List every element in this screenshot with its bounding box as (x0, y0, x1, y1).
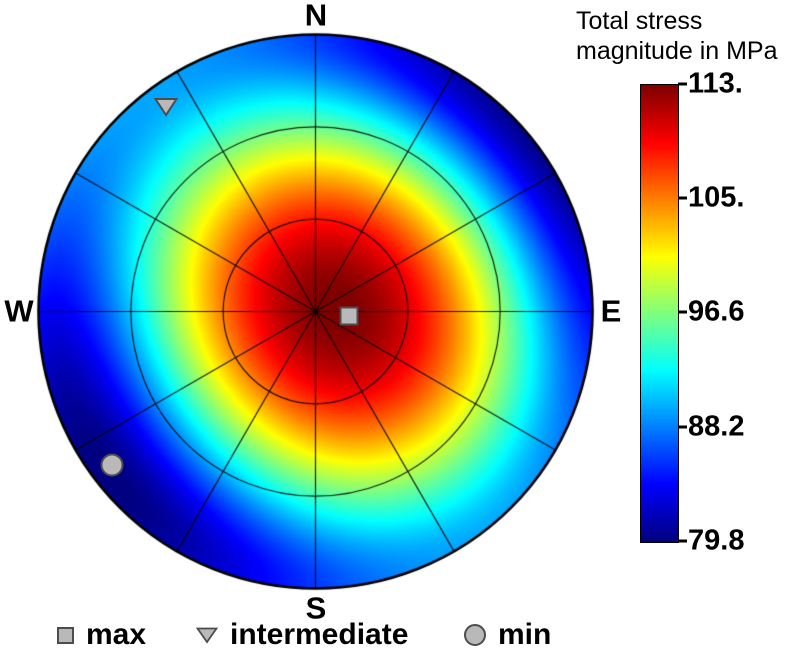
colorbar-tick (678, 82, 687, 86)
legend-item-max: max (57, 617, 146, 653)
square-marker-icon (57, 626, 74, 644)
legend-intermediate-label: intermediate (230, 618, 409, 651)
compass-west-label: W (4, 293, 34, 329)
circle-marker-icon (464, 624, 486, 646)
colorbar-tick-label: 79.8 (688, 524, 745, 557)
colorbar-title-line1: Total stress (576, 7, 703, 35)
legend-max-label: max (86, 618, 147, 651)
colorbar-tick-label: 88.2 (688, 410, 745, 443)
min-stress-marker (100, 453, 124, 477)
compass-north-label: N (304, 0, 328, 33)
colorbar-title-line2: magnitude in MPa (576, 37, 778, 65)
colorbar-tick (678, 539, 687, 543)
max-stress-marker (339, 306, 359, 326)
colorbar-tick (678, 196, 687, 200)
legend-min-label: min (498, 618, 552, 651)
triangle-down-marker-icon (196, 627, 218, 644)
circle-marker-icon (100, 453, 124, 477)
colorbar-tick (678, 425, 687, 429)
triangle-down-marker-icon (153, 97, 179, 117)
colorbar-tick-label: 96.6 (688, 295, 745, 328)
colorbar-gradient-canvas (641, 85, 678, 542)
colorbar-tick (678, 310, 687, 314)
colorbar (640, 84, 679, 543)
colorbar-tick-label: 113. (688, 67, 743, 100)
legend-item-intermediate: intermediate (196, 617, 408, 653)
compass-east-label: E (600, 293, 622, 329)
intermediate-stress-marker (153, 95, 179, 117)
legend-item-min: min (464, 617, 551, 653)
colorbar-tick-label: 105. (688, 181, 745, 214)
compass-south-label: S (305, 590, 327, 626)
colorbar-title: Total stress magnitude in MPa (576, 6, 778, 66)
square-marker-icon (339, 306, 359, 326)
